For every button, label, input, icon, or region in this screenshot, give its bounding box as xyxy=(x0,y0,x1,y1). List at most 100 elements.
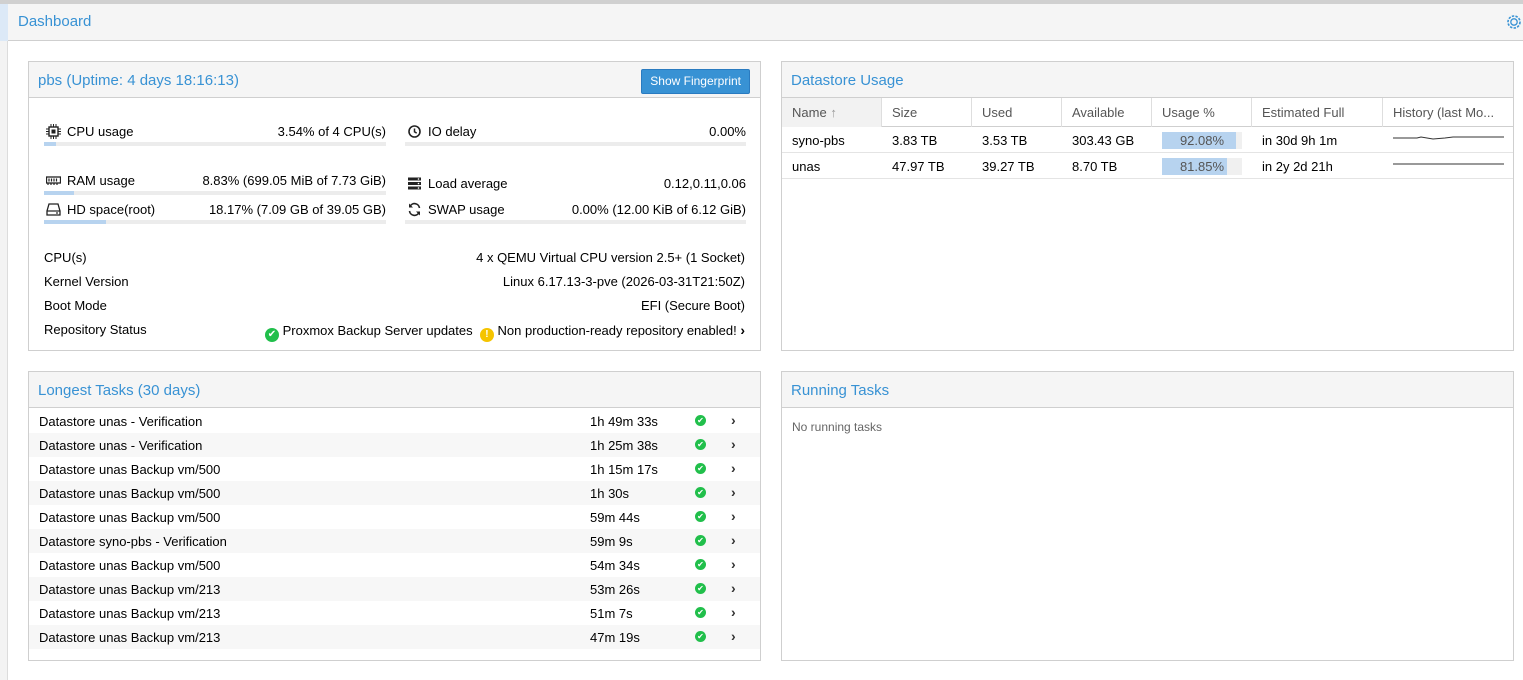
task-ok-icon: ✔ xyxy=(695,487,706,498)
chevron-right-icon[interactable]: › xyxy=(731,580,736,596)
show-fingerprint-button[interactable]: Show Fingerprint xyxy=(641,69,750,94)
io-delay-value: 0.00% xyxy=(709,124,746,139)
history-sparkline xyxy=(1393,136,1504,140)
task-ok-icon: ✔ xyxy=(695,439,706,450)
kernel-info-value: Linux 6.17.13-3-pve (2026-03-31T21:50Z) xyxy=(502,274,745,289)
column-header-used[interactable]: Used xyxy=(972,98,1062,127)
task-row[interactable]: Datastore unas Backup vm/500 54m 34s ✔ › xyxy=(29,553,760,577)
repository-status-value[interactable]: ✔ Proxmox Backup Server updates ! Non pr… xyxy=(264,322,745,342)
history-sparkline xyxy=(1393,163,1504,165)
task-duration: 53m 26s xyxy=(590,582,640,597)
task-duration: 54m 34s xyxy=(590,558,640,573)
ram-usage-value: 8.83% (699.05 MiB of 7.73 GiB) xyxy=(202,173,386,188)
task-name: Datastore unas Backup vm/213 xyxy=(39,582,221,597)
datastore-row[interactable]: unas 47.97 TB 39.27 TB 8.70 TB 81.85% in… xyxy=(782,154,1513,179)
chevron-right-icon[interactable]: › xyxy=(731,532,736,548)
task-duration: 1h 30s xyxy=(590,486,630,501)
hd-space-fill xyxy=(44,220,107,224)
task-ok-icon: ✔ xyxy=(695,463,706,474)
node-status-panel: pbs (Uptime: 4 days 18:16:13) Show Finge… xyxy=(28,61,761,351)
task-name: Datastore unas - Verification xyxy=(39,414,203,429)
repository-status-label: Repository Status xyxy=(44,322,147,337)
chevron-right-icon[interactable]: › xyxy=(731,412,736,428)
task-row[interactable]: Datastore unas - Verification 1h 25m 38s ✔… xyxy=(29,433,760,457)
gear-icon[interactable] xyxy=(1505,13,1523,31)
column-header-usage[interactable]: Usage % xyxy=(1152,98,1252,127)
task-ok-icon: ✔ xyxy=(695,535,706,546)
memory-icon xyxy=(45,173,62,188)
boot-mode-label: Boot Mode xyxy=(44,298,107,313)
chevron-right-icon[interactable]: › xyxy=(731,508,736,524)
cpu-usage-metric: CPU usage 3.54% of 4 CPU(s) xyxy=(44,122,386,148)
longest-tasks-header: Longest Tasks (30 days) xyxy=(29,372,760,408)
task-row[interactable]: Datastore unas Backup vm/500 1h 15m 17s ✔ › xyxy=(29,457,760,481)
task-duration: 1h 15m 17s xyxy=(590,462,658,477)
node-status-header: pbs (Uptime: 4 days 18:16:13) Show Finge… xyxy=(29,62,760,98)
datastore-usage-panel: Datastore Usage Name ↑ Size Used Availab… xyxy=(781,61,1514,351)
task-ok-icon: ✔ xyxy=(695,559,706,570)
running-tasks-panel: Running Tasks No running tasks xyxy=(781,371,1514,661)
column-header-estimated-full[interactable]: Estimated Full xyxy=(1252,98,1383,127)
task-name: Datastore unas Backup vm/213 xyxy=(39,630,221,645)
task-row[interactable]: Datastore unas Backup vm/213 53m 26s ✔ › xyxy=(29,577,760,601)
task-name: Datastore syno-pbs - Verification xyxy=(39,534,227,549)
no-running-tasks-text: No running tasks xyxy=(792,420,883,434)
chevron-right-icon[interactable]: › xyxy=(731,436,736,452)
column-header-name[interactable]: Name ↑ xyxy=(782,98,882,127)
task-row[interactable]: Datastore unas - Verification 1h 49m 33s ✔… xyxy=(29,409,760,433)
swap-usage-label: SWAP usage xyxy=(428,202,505,217)
longest-tasks-title: Longest Tasks (30 days) xyxy=(38,382,201,399)
datastore-usage-header: Datastore Usage xyxy=(782,62,1513,98)
task-row[interactable]: Datastore unas Backup vm/213 47m 19s ✔ › xyxy=(29,625,760,649)
datastore-usage-bar: 92.08% xyxy=(1162,132,1242,149)
check-circle-icon: ✔ xyxy=(264,328,279,342)
datastore-usage-text: 81.85% xyxy=(1179,159,1225,174)
ram-usage-label: RAM usage xyxy=(67,173,135,188)
column-header-size[interactable]: Size xyxy=(882,98,972,127)
cpu-usage-value: 3.54% of 4 CPU(s) xyxy=(277,124,386,139)
datastore-row[interactable]: syno-pbs 3.83 TB 3.53 TB 303.43 GB 92.08… xyxy=(782,128,1513,153)
load-average-metric: Load average 0.12,0.11,0.06 xyxy=(405,174,746,200)
cpu-usage-bar xyxy=(44,142,386,146)
task-duration: 59m 44s xyxy=(590,510,640,525)
task-row[interactable]: Datastore unas Backup vm/500 1h 30s ✔ › xyxy=(29,481,760,505)
ram-usage-metric: RAM usage 8.83% (699.05 MiB of 7.73 GiB) xyxy=(44,171,386,197)
task-row[interactable]: Datastore unas Backup vm/213 51m 7s ✔ › xyxy=(29,601,760,625)
chevron-right-icon[interactable]: › xyxy=(731,460,736,476)
datastore-usage-fill xyxy=(1162,132,1236,149)
chevron-right-icon[interactable]: › xyxy=(731,556,736,572)
boot-mode-row: Boot Mode EFI (Secure Boot) xyxy=(44,298,745,318)
chevron-right-icon[interactable]: › xyxy=(731,628,736,644)
hd-space-metric: HD space(root) 18.17% (7.09 GB of 39.05 … xyxy=(44,200,386,226)
column-header-history[interactable]: History (last Mo... xyxy=(1393,105,1495,120)
task-row[interactable]: Datastore syno-pbs - Verification 59m 9s ✔… xyxy=(29,529,760,553)
chevron-right-icon[interactable]: › xyxy=(731,484,736,500)
node-status-title: pbs (Uptime: 4 days 18:16:13) xyxy=(38,72,239,89)
chevron-right-icon[interactable]: › xyxy=(740,322,745,338)
task-duration: 51m 7s xyxy=(590,606,633,621)
hd-space-value: 18.17% (7.09 GB of 39.05 GB) xyxy=(208,202,386,217)
server-icon xyxy=(407,176,422,191)
repository-status-row[interactable]: Repository Status ✔ Proxmox Backup Serve… xyxy=(44,322,745,342)
datastore-name: unas xyxy=(792,159,821,174)
task-row[interactable]: Datastore unas Backup vm/500 59m 44s ✔ › xyxy=(29,505,760,529)
chevron-right-icon[interactable]: › xyxy=(731,604,736,620)
datastore-estimated-full: in 2y 2d 21h xyxy=(1262,159,1333,174)
kernel-info-label: Kernel Version xyxy=(44,274,129,289)
task-name: Datastore unas Backup vm/500 xyxy=(39,510,221,525)
datastore-size: 3.83 TB xyxy=(892,133,938,148)
column-header-available[interactable]: Available xyxy=(1062,98,1152,127)
task-ok-icon: ✔ xyxy=(695,583,706,594)
load-average-value: 0.12,0.11,0.06 xyxy=(663,176,746,191)
io-delay-label: IO delay xyxy=(428,124,477,139)
swap-usage-value: 0.00% (12.00 KiB of 6.12 GiB) xyxy=(571,202,746,217)
task-duration: 59m 9s xyxy=(590,534,633,549)
dashboard-header: Dashboard xyxy=(8,4,1523,41)
datastore-available: 303.43 GB xyxy=(1072,133,1135,148)
io-delay-metric: IO delay 0.00% xyxy=(405,122,746,148)
longest-tasks-panel: Longest Tasks (30 days) Datastore unas -… xyxy=(28,371,761,661)
datastore-table-header: Name ↑ Size Used Available Usage % Estim… xyxy=(782,98,1513,127)
task-name: Datastore unas Backup vm/500 xyxy=(39,462,221,477)
swap-usage-bar xyxy=(405,220,746,224)
ram-usage-fill xyxy=(44,191,75,195)
